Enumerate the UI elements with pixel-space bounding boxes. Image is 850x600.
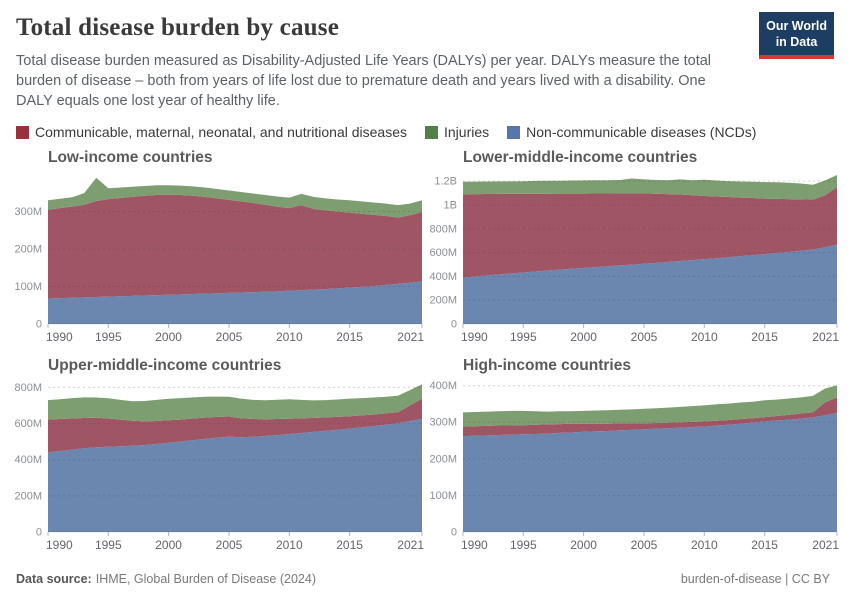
legend-item-ncd: Non-communicable diseases (NCDs) xyxy=(507,124,756,140)
area-series xyxy=(463,175,837,200)
x-axis-tick-label: 2010 xyxy=(276,330,303,344)
x-axis-tick-label: 1990 xyxy=(46,538,73,552)
area-series xyxy=(463,385,837,427)
area-series xyxy=(48,419,422,532)
y-axis-tick-label: 1B xyxy=(444,200,457,212)
data-source: Data source: IHME, Global Burden of Disea… xyxy=(16,572,316,586)
y-axis-tick-label: 400M xyxy=(14,454,42,466)
y-axis-tick-label: 0 xyxy=(451,319,457,331)
footer: Data source: IHME, Global Burden of Disea… xyxy=(10,572,838,586)
y-axis-tick-label: 100M xyxy=(14,281,42,293)
x-axis-tick-label: 1990 xyxy=(46,330,73,344)
legend-item-injuries: Injuries xyxy=(425,124,489,140)
y-axis-tick-label: 200M xyxy=(14,490,42,502)
page-title: Total disease burden by cause xyxy=(16,14,339,41)
data-source-label: Data source: xyxy=(16,572,92,586)
x-axis-tick-label: 1995 xyxy=(95,330,122,344)
x-axis-tick-label: 2021 xyxy=(812,330,839,344)
x-axis-tick-label: 1995 xyxy=(510,538,537,552)
legend-swatch-injuries-icon xyxy=(425,125,438,139)
y-axis-tick-label: 200M xyxy=(14,244,42,256)
header: Total disease burden by cause Total dise… xyxy=(10,12,838,122)
area-series xyxy=(48,398,422,453)
y-axis-tick-label: 200M xyxy=(429,295,457,307)
x-axis-tick-label: 2000 xyxy=(155,538,182,552)
chart-subtitle: Total disease burden measured as Disabil… xyxy=(16,53,712,109)
charts-grid: Low-income countries 0 100M 200M 300M 1990 19… xyxy=(10,149,840,560)
y-axis-tick-label: 100M xyxy=(429,490,457,502)
x-axis-tick-label: 2000 xyxy=(570,330,597,344)
chart-title: Low-income countries xyxy=(48,149,213,166)
y-axis-tick-label: 800M xyxy=(14,382,42,394)
y-axis-tick-label: 800M xyxy=(429,223,457,235)
area-series xyxy=(48,177,422,218)
owid-logo: Our World in Data xyxy=(759,12,834,59)
chart-high-income: High-income countries 0 100M 200M 300M 400M 1… xyxy=(425,357,840,560)
x-axis-tick-label: 2015 xyxy=(751,330,778,344)
area-series xyxy=(463,187,837,278)
x-axis-tick-label: 2000 xyxy=(570,538,597,552)
x-axis-tick-label: 2005 xyxy=(216,330,243,344)
chart-upper-middle-income: Upper-middle-income countries 0 200M 400M 6… xyxy=(10,357,425,560)
x-axis-tick-label: 1990 xyxy=(461,538,488,552)
y-axis-tick-label: 0 xyxy=(451,527,457,539)
legend: Communicable, maternal, neonatal, and nu… xyxy=(16,124,838,140)
x-axis-tick-label: 2005 xyxy=(631,330,658,344)
area-series xyxy=(463,244,837,324)
chart-title: Lower-middle-income countries xyxy=(463,149,698,166)
legend-swatch-ncd-icon xyxy=(507,125,521,139)
x-axis-tick-label: 2010 xyxy=(691,330,718,344)
x-axis-tick-label: 1995 xyxy=(95,538,122,552)
area-series xyxy=(48,384,422,422)
x-axis-tick-label: 2015 xyxy=(336,538,363,552)
chart-lower-middle-income: Lower-middle-income countries 0 200M 400M 6… xyxy=(425,149,840,352)
area-series xyxy=(48,281,422,324)
x-axis-tick-label: 2010 xyxy=(276,538,303,552)
y-axis-tick-label: 400M xyxy=(429,380,457,392)
y-axis-tick-label: 0 xyxy=(36,319,42,331)
data-source-value: IHME, Global Burden of Disease (2024) xyxy=(95,572,316,586)
y-axis-tick-label: 600M xyxy=(14,418,42,430)
legend-swatch-communicable-icon xyxy=(16,125,29,139)
area-series xyxy=(48,194,422,299)
y-axis-tick-label: 300M xyxy=(429,417,457,429)
legend-label: Injuries xyxy=(444,124,490,140)
x-axis-tick-label: 2005 xyxy=(631,538,658,552)
x-axis-tick-label: 2000 xyxy=(155,330,182,344)
x-axis-tick-label: 2021 xyxy=(397,330,424,344)
x-axis-tick-label: 1990 xyxy=(461,330,488,344)
x-axis-tick-label: 2021 xyxy=(812,538,839,552)
chart-upper-middle-income-plot: 0 200M 400M 600M 800M 1990 1995 2000 2005 2010 201… xyxy=(14,382,424,552)
area-series xyxy=(463,413,837,532)
legend-item-communicable: Communicable, maternal, neonatal, and nu… xyxy=(16,124,407,140)
y-axis-tick-label: 200M xyxy=(429,453,457,465)
y-axis-tick-label: 600M xyxy=(429,247,457,259)
legend-label: Non-communicable diseases (NCDs) xyxy=(526,124,757,140)
chart-lower-middle-income-plot: 0 200M 400M 600M 800M 1B 1.2B 1990 1995 2000 2005 2… xyxy=(429,175,839,344)
x-axis-tick-label: 2015 xyxy=(751,538,778,552)
x-axis-tick-label: 1995 xyxy=(510,330,537,344)
chart-low-income-plot: 0 100M 200M 300M 1990 1995 2000 2005 2010 2015 202… xyxy=(14,177,424,344)
y-axis-tick-label: 0 xyxy=(36,527,42,539)
x-axis-tick-label: 2010 xyxy=(691,538,718,552)
legend-label: Communicable, maternal, neonatal, and nu… xyxy=(35,124,407,140)
y-axis-tick-label: 300M xyxy=(14,206,42,218)
owid-logo-line1: Our World xyxy=(766,19,827,33)
chart-low-income: Low-income countries 0 100M 200M 300M 1990 19… xyxy=(10,149,425,352)
area-series xyxy=(463,397,837,437)
chart-title: Upper-middle-income countries xyxy=(48,357,282,374)
x-axis-tick-label: 2015 xyxy=(336,330,363,344)
owid-logo-line2: in Data xyxy=(775,35,818,50)
license-note: burden-of-disease | CC BY xyxy=(680,572,830,586)
chart-high-income-plot: 0 100M 200M 300M 400M 1990 1995 2000 2005 2010 201… xyxy=(429,380,839,552)
y-axis-tick-label: 400M xyxy=(429,271,457,283)
x-axis-tick-label: 2005 xyxy=(216,538,243,552)
y-axis-tick-label: 1.2B xyxy=(434,176,457,188)
chart-title: High-income countries xyxy=(463,357,631,374)
x-axis-tick-label: 2021 xyxy=(397,538,424,552)
